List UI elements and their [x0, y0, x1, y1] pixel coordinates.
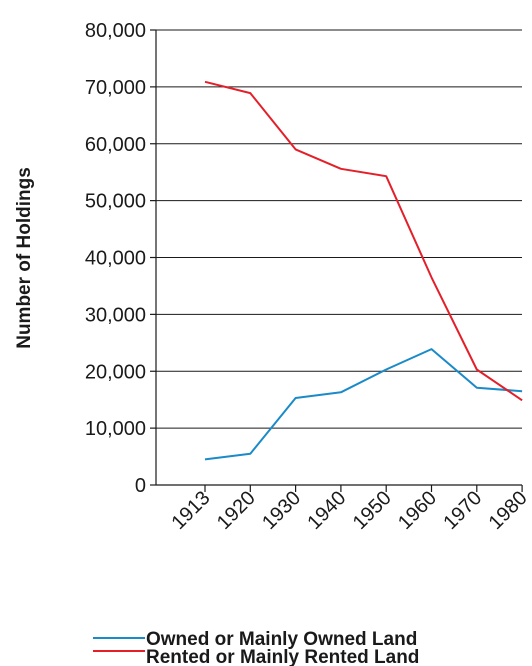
- y-tick-labels: 0 10,000 20,000 30,000 40,000 50,000 60,000 70,…: [85, 20, 146, 497]
- x-tick-label: 1970: [439, 487, 486, 534]
- y-axis-label: Number of Holdings: [14, 167, 35, 349]
- x-tick-label: 1940: [303, 487, 350, 534]
- x-tick-label: 1980: [485, 487, 532, 534]
- series-lines: [204, 80, 523, 461]
- y-tick-label: 80,000: [85, 20, 146, 42]
- series-line-rented: [204, 80, 523, 402]
- legend-label-owned: Owned or Mainly Owned Land: [146, 629, 417, 650]
- y-tick-label: 0: [135, 475, 146, 497]
- gridlines: [150, 29, 522, 486]
- legend-item-rented: Rented or Mainly Rented Land: [93, 647, 419, 666]
- y-tick-label: 70,000: [85, 77, 146, 99]
- series-line-owned: [204, 348, 523, 461]
- legend: Owned or Mainly Owned Land Rented or Mai…: [93, 629, 419, 666]
- x-tick-label: 1913: [168, 487, 215, 534]
- x-tick-label: 1960: [394, 487, 441, 534]
- axes: [155, 30, 522, 486]
- y-tick-label: 20,000: [85, 361, 146, 383]
- y-tick-label: 40,000: [85, 248, 146, 270]
- legend-label-rented: Rented or Mainly Rented Land: [146, 647, 419, 666]
- x-tick-label: 1950: [349, 487, 396, 534]
- y-tick-label: 10,000: [85, 418, 146, 440]
- legend-item-owned: Owned or Mainly Owned Land: [93, 629, 417, 650]
- x-tick-label: 1930: [258, 487, 305, 534]
- y-tick-label: 50,000: [85, 191, 146, 213]
- x-tick-label: 1920: [213, 487, 260, 534]
- y-tick-label: 60,000: [85, 134, 146, 156]
- y-tick-label: 30,000: [85, 304, 146, 326]
